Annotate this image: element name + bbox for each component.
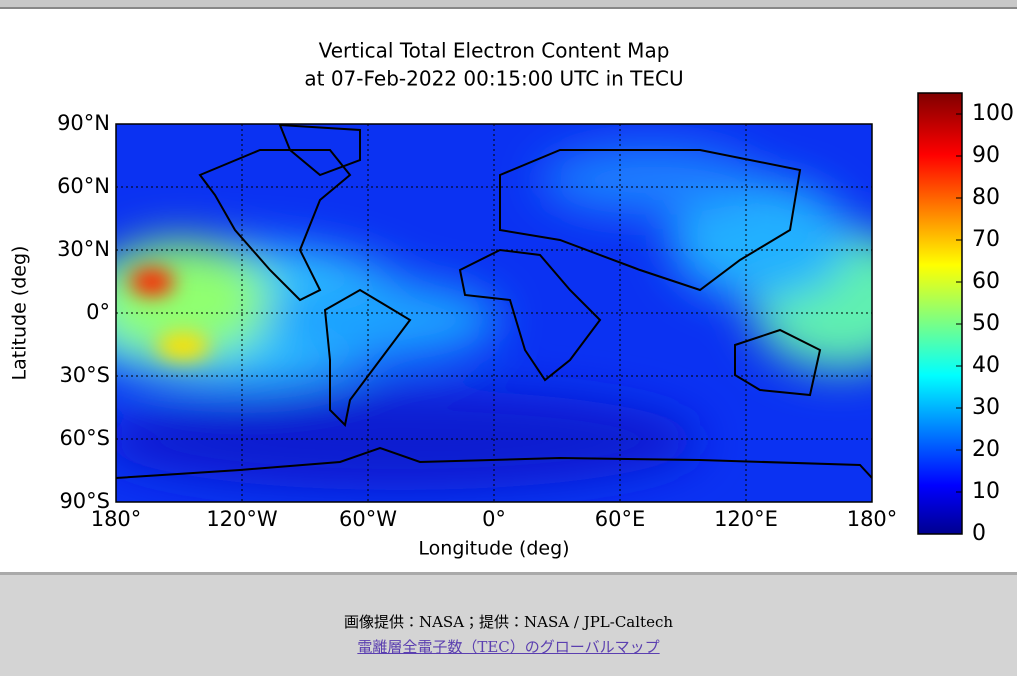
colorbar-tick-label: 70 — [972, 227, 1000, 252]
y-tick-label: 0° — [86, 300, 110, 324]
y-tick-label: 60°S — [59, 426, 110, 450]
colorbar-tick-label: 10 — [972, 479, 1000, 504]
link[interactable]: 電離層全電子数（TEC）のグローバルマップ — [357, 638, 660, 656]
x-axis-label: Longitude (deg) — [418, 538, 569, 560]
y-tick-label: 60°N — [57, 174, 110, 198]
colorbar-tick-label: 50 — [972, 311, 1000, 336]
x-tick-label: 60°W — [339, 507, 397, 531]
credit: 画像提供：NASA；提供：NASA / JPL-Caltech — [343, 613, 674, 631]
x-tick-label: 120°E — [714, 507, 778, 531]
x-tick-label: 180° — [847, 507, 898, 531]
colorbar — [917, 92, 963, 535]
x-tick-label: 0° — [482, 507, 506, 531]
colorbar-tick-label: 90 — [972, 143, 1000, 168]
y-tick-label: 90°S — [59, 489, 110, 513]
x-tick-label: 120°W — [206, 507, 278, 531]
colorbar-tick-label: 60 — [972, 269, 1000, 294]
y-tick-label: 30°S — [59, 363, 110, 387]
chart-title: Vertical Total Electron Content Map — [319, 39, 670, 63]
colorbar-tick-label: 30 — [972, 395, 1000, 420]
x-tick-label: 180° — [91, 507, 142, 531]
colorbar-tick-label: 0 — [972, 521, 986, 546]
footer: 画像提供：NASA；提供：NASA / JPL-Caltech 電離層全電子数（… — [0, 572, 1017, 676]
colorbar-tick-label: 80 — [972, 185, 1000, 210]
colorbar-tick-label: 40 — [972, 353, 1000, 378]
y-tick-label: 90°N — [57, 111, 110, 135]
top-bar — [0, 0, 1017, 9]
colorbar-tick-label: 20 — [972, 437, 1000, 462]
x-tick-label: 60°E — [595, 507, 646, 531]
chart: Vertical Total Electron Content Map at 0… — [9, 39, 1015, 560]
chart-subtitle: at 07-Feb-2022 00:15:00 UTC in TECU — [304, 67, 683, 91]
colorbar-tick-label: 100 — [972, 101, 1014, 126]
y-tick-label: 30°N — [57, 237, 110, 261]
coastlines — [116, 124, 872, 479]
y-axis-label: Latitude (deg) — [9, 246, 31, 381]
